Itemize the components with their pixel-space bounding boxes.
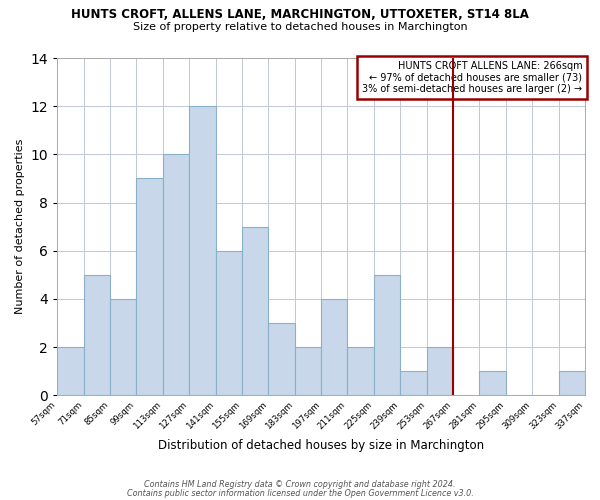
Bar (83, 275, 110, 396)
Bar (163, 154, 189, 396)
Bar (295, 347, 321, 396)
Text: Contains public sector information licensed under the Open Government Licence v3: Contains public sector information licen… (127, 488, 473, 498)
Bar (321, 299, 347, 396)
Bar (57, 347, 83, 396)
Bar (374, 275, 400, 396)
Bar (559, 371, 585, 396)
Bar (215, 250, 242, 396)
Bar (242, 226, 268, 396)
Y-axis label: Number of detached properties: Number of detached properties (15, 139, 25, 314)
Bar (268, 323, 295, 396)
Bar (110, 299, 136, 396)
Bar (479, 371, 506, 396)
Text: Size of property relative to detached houses in Marchington: Size of property relative to detached ho… (133, 22, 467, 32)
Bar (136, 178, 163, 396)
Text: Contains HM Land Registry data © Crown copyright and database right 2024.: Contains HM Land Registry data © Crown c… (144, 480, 456, 489)
Bar (427, 347, 453, 396)
Bar (189, 106, 215, 396)
Bar (347, 347, 374, 396)
Bar (400, 371, 427, 396)
Text: HUNTS CROFT, ALLENS LANE, MARCHINGTON, UTTOXETER, ST14 8LA: HUNTS CROFT, ALLENS LANE, MARCHINGTON, U… (71, 8, 529, 20)
X-axis label: Distribution of detached houses by size in Marchington: Distribution of detached houses by size … (158, 440, 484, 452)
Text: HUNTS CROFT ALLENS LANE: 266sqm
← 97% of detached houses are smaller (73)
3% of : HUNTS CROFT ALLENS LANE: 266sqm ← 97% of… (362, 61, 582, 94)
